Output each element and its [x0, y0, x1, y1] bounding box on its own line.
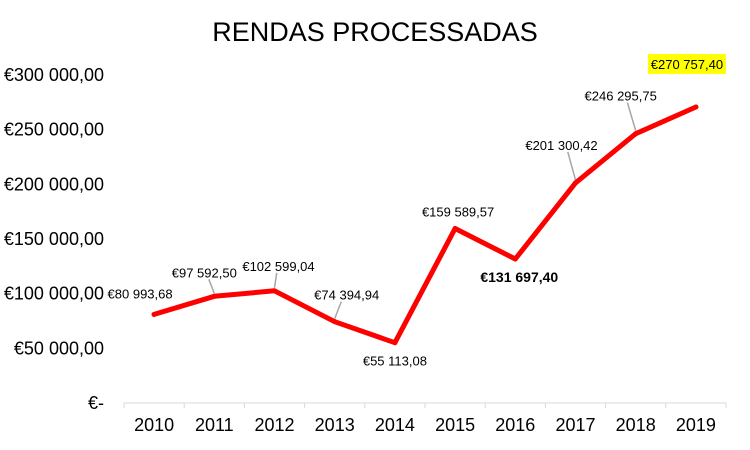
x-tick-label: 2016 — [495, 415, 535, 435]
data-point — [512, 256, 518, 262]
y-tick-label: €250 000,00 — [4, 120, 104, 140]
x-tick-label: 2018 — [616, 415, 656, 435]
x-tick-label: 2014 — [375, 415, 415, 435]
series-line — [151, 104, 699, 346]
data-label: €102 599,04 — [242, 259, 314, 274]
label-leader-line — [273, 272, 278, 288]
y-tick-label: €150 000,00 — [4, 229, 104, 249]
series — [151, 104, 699, 346]
data-point — [272, 288, 277, 294]
data-label: €159 589,57 — [422, 205, 494, 220]
data-label: €201 300,42 — [525, 138, 597, 153]
data-point — [332, 319, 338, 325]
data-point — [211, 293, 217, 299]
data-label: €97 592,50 — [172, 265, 237, 280]
label-leader-line — [334, 301, 342, 319]
label-leader-lines — [208, 102, 637, 319]
data-point — [633, 131, 639, 137]
data-point — [151, 311, 157, 317]
data-point — [693, 104, 699, 110]
y-tick-label: €- — [88, 393, 104, 413]
y-tick-label: €100 000,00 — [4, 284, 104, 304]
data-point — [573, 180, 578, 186]
x-tick-label: 2012 — [254, 415, 294, 435]
data-label: €55 113,08 — [363, 354, 427, 369]
x-tick-label: 2013 — [315, 415, 355, 435]
data-point — [452, 226, 458, 232]
data-point — [392, 340, 398, 346]
label-leader-line — [208, 279, 215, 294]
x-axis: 2010 2011 2012 2013 2014 2015 2016 2017 2018 2019 — [123, 402, 727, 435]
data-label: €246 295,75 — [585, 89, 657, 104]
y-tick-label: €300 000,00 — [4, 65, 104, 85]
data-label: €80 993,68 — [108, 286, 173, 301]
x-tick-label: 2010 — [134, 415, 174, 435]
y-tick-label: €50 000,00 — [14, 338, 104, 358]
y-tick-label: €200 000,00 — [4, 174, 104, 194]
x-tick-label: 2015 — [435, 415, 475, 435]
data-label: €131 697,40 — [480, 269, 558, 285]
label-leader-line — [626, 102, 637, 131]
label-leader-line — [567, 151, 577, 181]
data-label: €270 757,40 — [651, 57, 723, 72]
x-tick-label: 2019 — [676, 415, 716, 435]
x-tick-label: 2011 — [195, 415, 234, 435]
data-labels: €80 993,68 €97 592,50 €102 599,04€74 394,9… — [108, 53, 726, 369]
x-tick-label: 2017 — [555, 415, 595, 435]
y-axis: €- €50 000,00 €100 000,00 €150 000,00 €200 0… — [4, 65, 104, 413]
data-label: €74 394,94 — [314, 288, 379, 303]
chart-title: RENDAS PROCESSADAS — [212, 17, 538, 47]
highlight-label-box — [647, 53, 726, 74]
